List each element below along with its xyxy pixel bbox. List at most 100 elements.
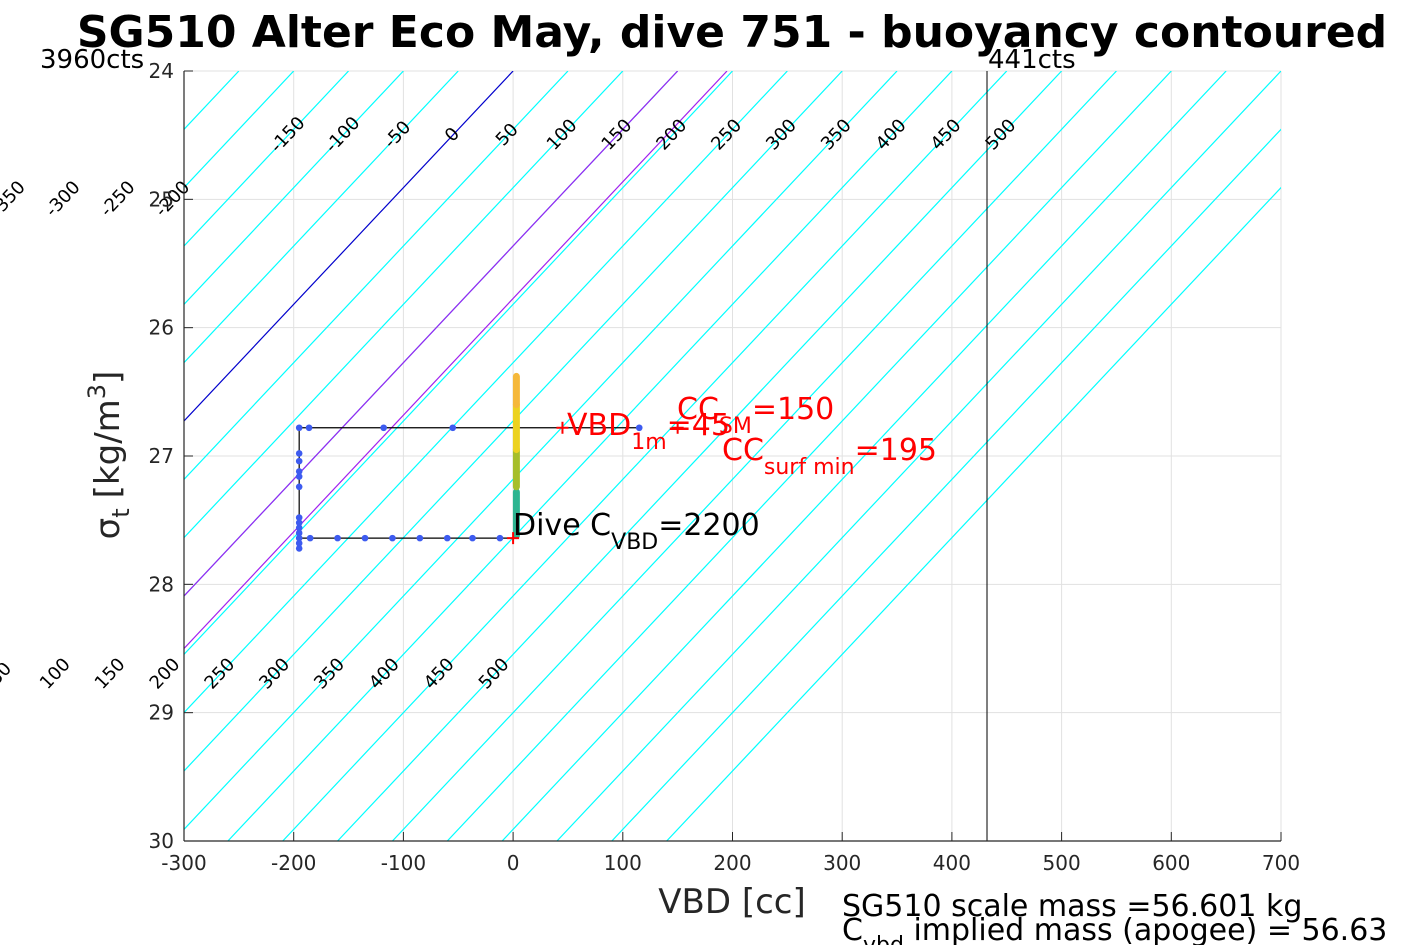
contour-label-bottom: 200 bbox=[146, 654, 185, 693]
corner-left-count: 3960cts bbox=[40, 45, 144, 75]
dive-point-marker bbox=[295, 524, 303, 532]
x-tick-label: -100 bbox=[381, 851, 426, 875]
x-axis-label: VBD [cc] bbox=[658, 882, 806, 922]
buoyancy-contour-line bbox=[184, 71, 459, 364]
x-tick-label: 200 bbox=[713, 851, 751, 875]
dive-point-marker bbox=[305, 424, 313, 432]
dive-point-marker bbox=[295, 424, 303, 432]
x-tick-label: 400 bbox=[933, 851, 971, 875]
buoyancy-contour-line bbox=[446, 71, 1172, 841]
implied-rest: implied mass (apogee) = 56.63 bbox=[904, 913, 1388, 945]
y-tick-label: 29 bbox=[149, 701, 174, 725]
cc-sm-main: CC bbox=[677, 392, 719, 427]
x-tick-label: 700 bbox=[1262, 851, 1300, 875]
axes bbox=[183, 70, 1282, 842]
buoyancy-contour-line bbox=[184, 71, 404, 306]
cc-surf-main: CC bbox=[722, 433, 764, 468]
dive-c-vbd-annotation: Dive CVBD=2200 bbox=[513, 508, 760, 555]
cc-sm-value: =150 bbox=[752, 392, 834, 427]
y-label-sigma: σ bbox=[88, 518, 128, 540]
contour-label-top: -350 bbox=[0, 177, 30, 221]
highlight-contour-line bbox=[184, 71, 728, 650]
buoyancy-contour-line bbox=[391, 71, 1117, 841]
buoyancy-contour-line bbox=[611, 128, 1281, 841]
vbd-1m-main: VBD bbox=[567, 408, 631, 443]
buoyancy-contour-line bbox=[184, 71, 514, 422]
dive-c-main: Dive C bbox=[513, 508, 611, 543]
buoyancy-contour-line bbox=[184, 71, 898, 831]
vbd-1m-sub: 1m bbox=[631, 430, 666, 455]
buoyancy-contour-line bbox=[184, 71, 349, 247]
dive-point-marker bbox=[295, 457, 303, 465]
implied-sub: vbd bbox=[863, 933, 904, 945]
corner-right-count: 441cts bbox=[988, 45, 1076, 75]
contour-label-bottom: 50 bbox=[0, 658, 16, 689]
tick-labels: -300 -200 -100 0 100 200 300 400 500 600 700 24 25 26… bbox=[149, 59, 1301, 875]
contour-label-bottom: 150 bbox=[91, 654, 130, 693]
buoyancy-contour-line bbox=[337, 71, 1063, 841]
dive-point-marker bbox=[306, 534, 314, 542]
buoyancy-contours bbox=[184, 71, 1281, 841]
cc-sm-sub: SM bbox=[719, 414, 752, 439]
y-tick-label: 28 bbox=[149, 572, 174, 596]
cc-surf-value: =195 bbox=[855, 433, 937, 468]
x-tick-label: 600 bbox=[1152, 851, 1190, 875]
dive-point-marker bbox=[295, 483, 303, 491]
dive-point-marker bbox=[635, 424, 643, 432]
dive-c-value: =2200 bbox=[658, 508, 759, 543]
buoyancy-contour-line bbox=[282, 71, 1008, 841]
buoyancy-contour-line bbox=[556, 71, 1281, 841]
implied-main: C bbox=[842, 913, 863, 945]
dive-point-marker bbox=[469, 534, 476, 542]
vbd-1m-value: =45 bbox=[667, 408, 730, 443]
y-tick-label: 24 bbox=[149, 59, 174, 83]
x-tick-label: -200 bbox=[271, 851, 316, 875]
buoyancy-contour-line bbox=[184, 71, 624, 539]
x-tick-label: -300 bbox=[161, 851, 206, 875]
footer-scale-mass: SG510 scale mass =56.601 kg bbox=[842, 889, 1302, 924]
x-tick-label: 0 bbox=[507, 851, 520, 875]
dive-point-marker bbox=[295, 514, 303, 521]
grid bbox=[183, 70, 1282, 842]
cc-surf-annotation: CCsurf min=195 bbox=[722, 433, 937, 480]
contour-label-top: -300 bbox=[41, 177, 84, 221]
dive-point-marker bbox=[295, 468, 303, 475]
dive-point-marker bbox=[295, 529, 303, 537]
y-tick-label: 27 bbox=[149, 444, 174, 468]
dive-point-marker bbox=[334, 534, 341, 542]
dive-point-marker bbox=[361, 534, 369, 542]
y-label-unit: [kg/m bbox=[88, 399, 128, 498]
dive-point-marker bbox=[380, 424, 387, 432]
dive-point-marker bbox=[295, 450, 303, 457]
dive-point-marker bbox=[449, 424, 457, 432]
dive-point-marker bbox=[389, 534, 396, 542]
vbd-1m-annotation: VBD1m=45 bbox=[567, 408, 730, 455]
y-label-close: ] bbox=[88, 371, 128, 384]
buoyancy-contour-line bbox=[501, 71, 1227, 841]
dive-point-marker bbox=[295, 539, 303, 547]
highlight-contour-line bbox=[184, 71, 679, 597]
contour-label-bottom: 100 bbox=[36, 654, 75, 693]
x-tick-label: 100 bbox=[604, 851, 642, 875]
buoyancy-contour-line bbox=[184, 71, 733, 656]
y-axis-label: σt [kg/m3] bbox=[83, 371, 135, 540]
chart-title: SG510 Alter Eco May, dive 751 - buoyancy… bbox=[77, 7, 1387, 58]
cc-surf-sub: surf min bbox=[764, 455, 855, 480]
dive-path bbox=[295, 372, 684, 552]
dive-point-marker bbox=[295, 519, 303, 527]
contour-label-top: -250 bbox=[96, 177, 139, 221]
dive-c-sub: VBD bbox=[611, 530, 658, 555]
y-tick-label: 26 bbox=[149, 316, 174, 340]
annotations: VBD1m=45 CCSM=150 CCsurf min=195 bbox=[567, 392, 937, 480]
dive-point-marker bbox=[443, 534, 451, 542]
x-tick-label: 500 bbox=[1043, 851, 1081, 875]
buoyancy-contour-line bbox=[666, 186, 1281, 841]
buoyancy-contour-line bbox=[184, 71, 788, 714]
x-tick-label: 300 bbox=[823, 851, 861, 875]
y-label-exp: 3 bbox=[83, 384, 111, 399]
dive-point-marker bbox=[295, 534, 303, 542]
dive-point-marker bbox=[416, 534, 424, 542]
dive-point-marker bbox=[496, 534, 504, 542]
dive-point-marker bbox=[295, 473, 303, 480]
